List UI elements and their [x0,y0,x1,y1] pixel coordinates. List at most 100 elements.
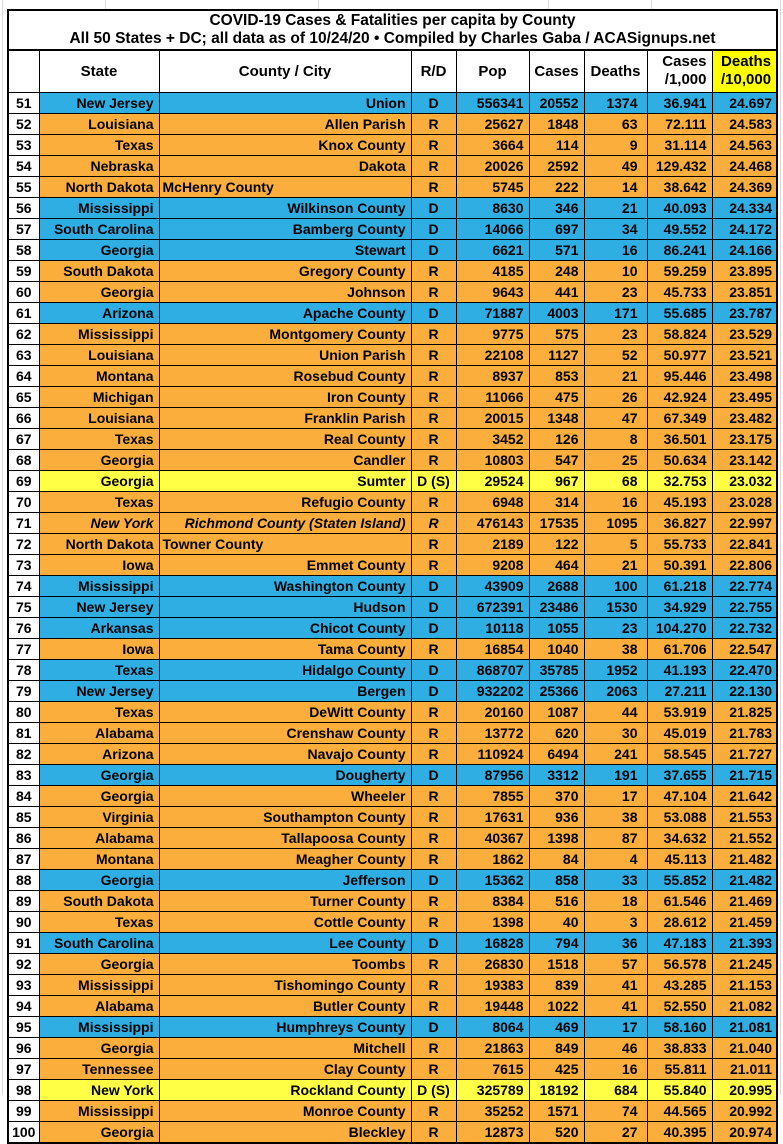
state-cell: Iowa [38,553,160,576]
table-row: 99 Mississippi Monroe County R 35252 1571 74 44… [7,1099,778,1122]
rd-cell: R [410,952,457,975]
table-row: 100 Georgia Bleckley R 12873 520 27 40.395 20.97… [7,1120,778,1143]
pop-cell: 22108 [455,343,530,366]
county-cell: Franklin Parish [158,406,412,429]
cases-cell: 6494 [528,742,585,765]
rd-cell: R [410,553,457,576]
table-row: 60 Georgia Johnson R 9643 441 23 45.733 23.851 [7,280,778,303]
deaths-cell: 10 [583,259,648,282]
cases-cell: 516 [528,889,585,912]
cases-column-header: Cases [528,49,585,93]
rank-cell: 83 [7,763,40,786]
pop-cell: 17631 [455,805,530,828]
cases-per-1000-cell: 55.685 [646,301,713,324]
pop-cell: 12873 [455,1120,530,1143]
rank-cell: 76 [7,616,40,639]
deaths-per-10000-cell: 23.498 [711,364,778,387]
table-row: 93 Mississippi Tishomingo County R 19383 839 4… [7,973,778,996]
rank-cell: 94 [7,994,40,1017]
state-cell: Louisiana [38,343,160,366]
state-cell: Mississippi [38,322,160,345]
county-cell: Wheeler [158,784,412,807]
county-cell: Monroe County [158,1099,412,1122]
county-cell: Sumter [158,469,412,492]
pop-cell: 20026 [455,154,530,177]
pop-cell: 9775 [455,322,530,345]
cases-cell: 346 [528,196,585,219]
table-row: 73 Iowa Emmet County R 9208 464 21 50.391 22.806 [7,553,778,576]
cases-per-1000-cell: 36.501 [646,427,713,450]
pop-cell: 7855 [455,784,530,807]
state-cell: Virginia [38,805,160,828]
cases-per-1000-cell: 58.545 [646,742,713,765]
table-row: 87 Montana Meagher County R 1862 84 4 45.113 21.… [7,847,778,870]
cases-per-1000-cell: 55.811 [646,1057,713,1080]
rd-cell: R [410,1057,457,1080]
deaths-per-10000-cell: 24.583 [711,112,778,135]
deaths-per-10000-cell: 21.469 [711,889,778,912]
deaths-per-10000-cell: 20.992 [711,1099,778,1122]
sheet-gridline [651,0,652,9]
cases-per-1000-cell: 59.259 [646,259,713,282]
county-cell: Tishomingo County [158,973,412,996]
rank-cell: 92 [7,952,40,975]
deaths-per-10000-cell: 21.082 [711,994,778,1017]
table-row: 77 Iowa Tama County R 16854 1040 38 61.706 22.54… [7,637,778,660]
rd-cell: D [410,91,457,114]
deaths-per-10000-cell: 21.040 [711,1036,778,1059]
rd-cell: D [410,595,457,618]
county-cell: Bleckley [158,1120,412,1143]
deaths-per-10000-cell: 23.895 [711,259,778,282]
table-row: 67 Texas Real County R 3452 126 8 36.501 23.175 [7,427,778,450]
pop-cell: 13772 [455,721,530,744]
cases-cell: 370 [528,784,585,807]
cases-cell: 1398 [528,826,585,849]
rank-cell: 65 [7,385,40,408]
deaths-cell: 49 [583,154,648,177]
rank-cell: 95 [7,1015,40,1038]
state-cell: Texas [38,700,160,723]
table-row: 82 Arizona Navajo County R 110924 6494 241 58.5… [7,742,778,765]
state-cell: Georgia [38,952,160,975]
deaths-cell: 52 [583,343,648,366]
deaths-cell: 17 [583,1015,648,1038]
rank-cell: 66 [7,406,40,429]
county-cell: Cottle County [158,910,412,933]
deaths-per-10000-cell: 22.547 [711,637,778,660]
cases-per-1000-cell: 55.733 [646,532,713,555]
deaths-per-10000-cell: 22.732 [711,616,778,639]
county-cell: Navajo County [158,742,412,765]
rank-cell: 96 [7,1036,40,1059]
cases-cell: 23486 [528,595,585,618]
state-cell: New Jersey [38,91,160,114]
state-cell: South Carolina [38,217,160,240]
cases-per-1000-cell: 58.824 [646,322,713,345]
pop-cell: 3452 [455,427,530,450]
pop-cell: 3664 [455,133,530,156]
deaths-per-10000-cell: 21.482 [711,847,778,870]
rank-cell: 78 [7,658,40,681]
table-row: 92 Georgia Toombs R 26830 1518 57 56.578 21.245 [7,952,778,975]
cases-per-1000-cell: 72.111 [646,112,713,135]
deaths-cell: 41 [583,994,648,1017]
rd-cell: R [410,133,457,156]
state-cell: North Dakota [38,175,160,198]
state-cell: Georgia [38,469,160,492]
table-row: 85 Virginia Southampton County R 17631 936 38 5… [7,805,778,828]
rd-cell: R [410,973,457,996]
cases-cell: 620 [528,721,585,744]
county-cell: Southampton County [158,805,412,828]
rd-cell: D [410,574,457,597]
cases-per-1000-cell: 56.578 [646,952,713,975]
deaths-per-10000-cell: 21.393 [711,931,778,954]
rd-cell: R [410,322,457,345]
cases-per-1000-cell: 55.840 [646,1078,713,1101]
cases-cell: 25366 [528,679,585,702]
state-cell: Georgia [38,1120,160,1143]
title-row: COVID-19 Cases & Fatalities per capita b… [6,9,779,51]
pop-cell: 25627 [455,112,530,135]
state-cell: Mississippi [38,574,160,597]
rd-cell: R [410,1099,457,1122]
rank-cell: 93 [7,973,40,996]
state-cell: Arkansas [38,616,160,639]
